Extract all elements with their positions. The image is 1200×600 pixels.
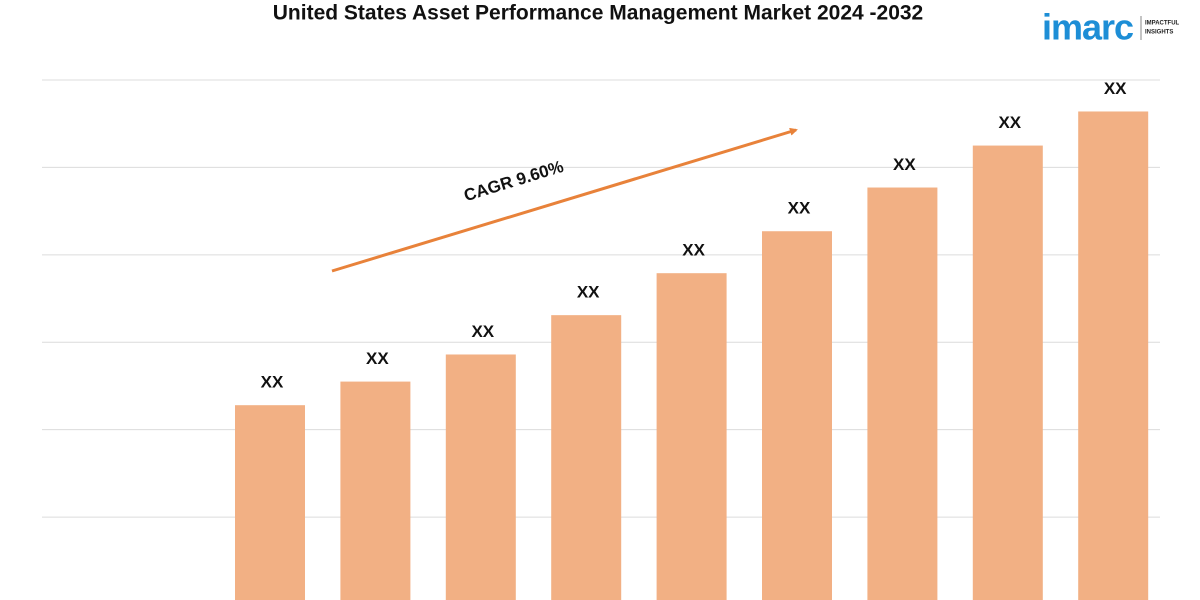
bar — [762, 231, 832, 600]
bar — [445, 354, 516, 600]
value-label: XX — [788, 199, 811, 218]
logo-tagline: INSIGHTS — [1145, 30, 1173, 36]
chart-title: United States Asset Performance Manageme… — [273, 2, 924, 25]
value-label: XX — [682, 241, 705, 260]
bar — [972, 145, 1043, 600]
bar — [867, 187, 938, 600]
value-label: XX — [998, 113, 1021, 132]
cagr-label: CAGR 9.60% — [462, 157, 566, 205]
value-label: XX — [366, 349, 389, 368]
bar — [551, 315, 622, 600]
bar — [1078, 111, 1149, 600]
value-label: XX — [577, 283, 600, 302]
value-label: XX — [1104, 79, 1127, 98]
bar — [235, 405, 305, 600]
bar — [656, 273, 727, 600]
logo: imarc IMPACTFUL INSIGHTS — [1042, 7, 1180, 48]
logo-tagline: IMPACTFUL — [1145, 21, 1180, 27]
logo-text: imarc — [1042, 7, 1133, 48]
value-label: XX — [893, 155, 916, 174]
bar — [340, 381, 411, 600]
cagr-arrow — [331, 127, 798, 273]
value-label: XX — [261, 373, 284, 392]
value-label: XX — [471, 322, 494, 341]
